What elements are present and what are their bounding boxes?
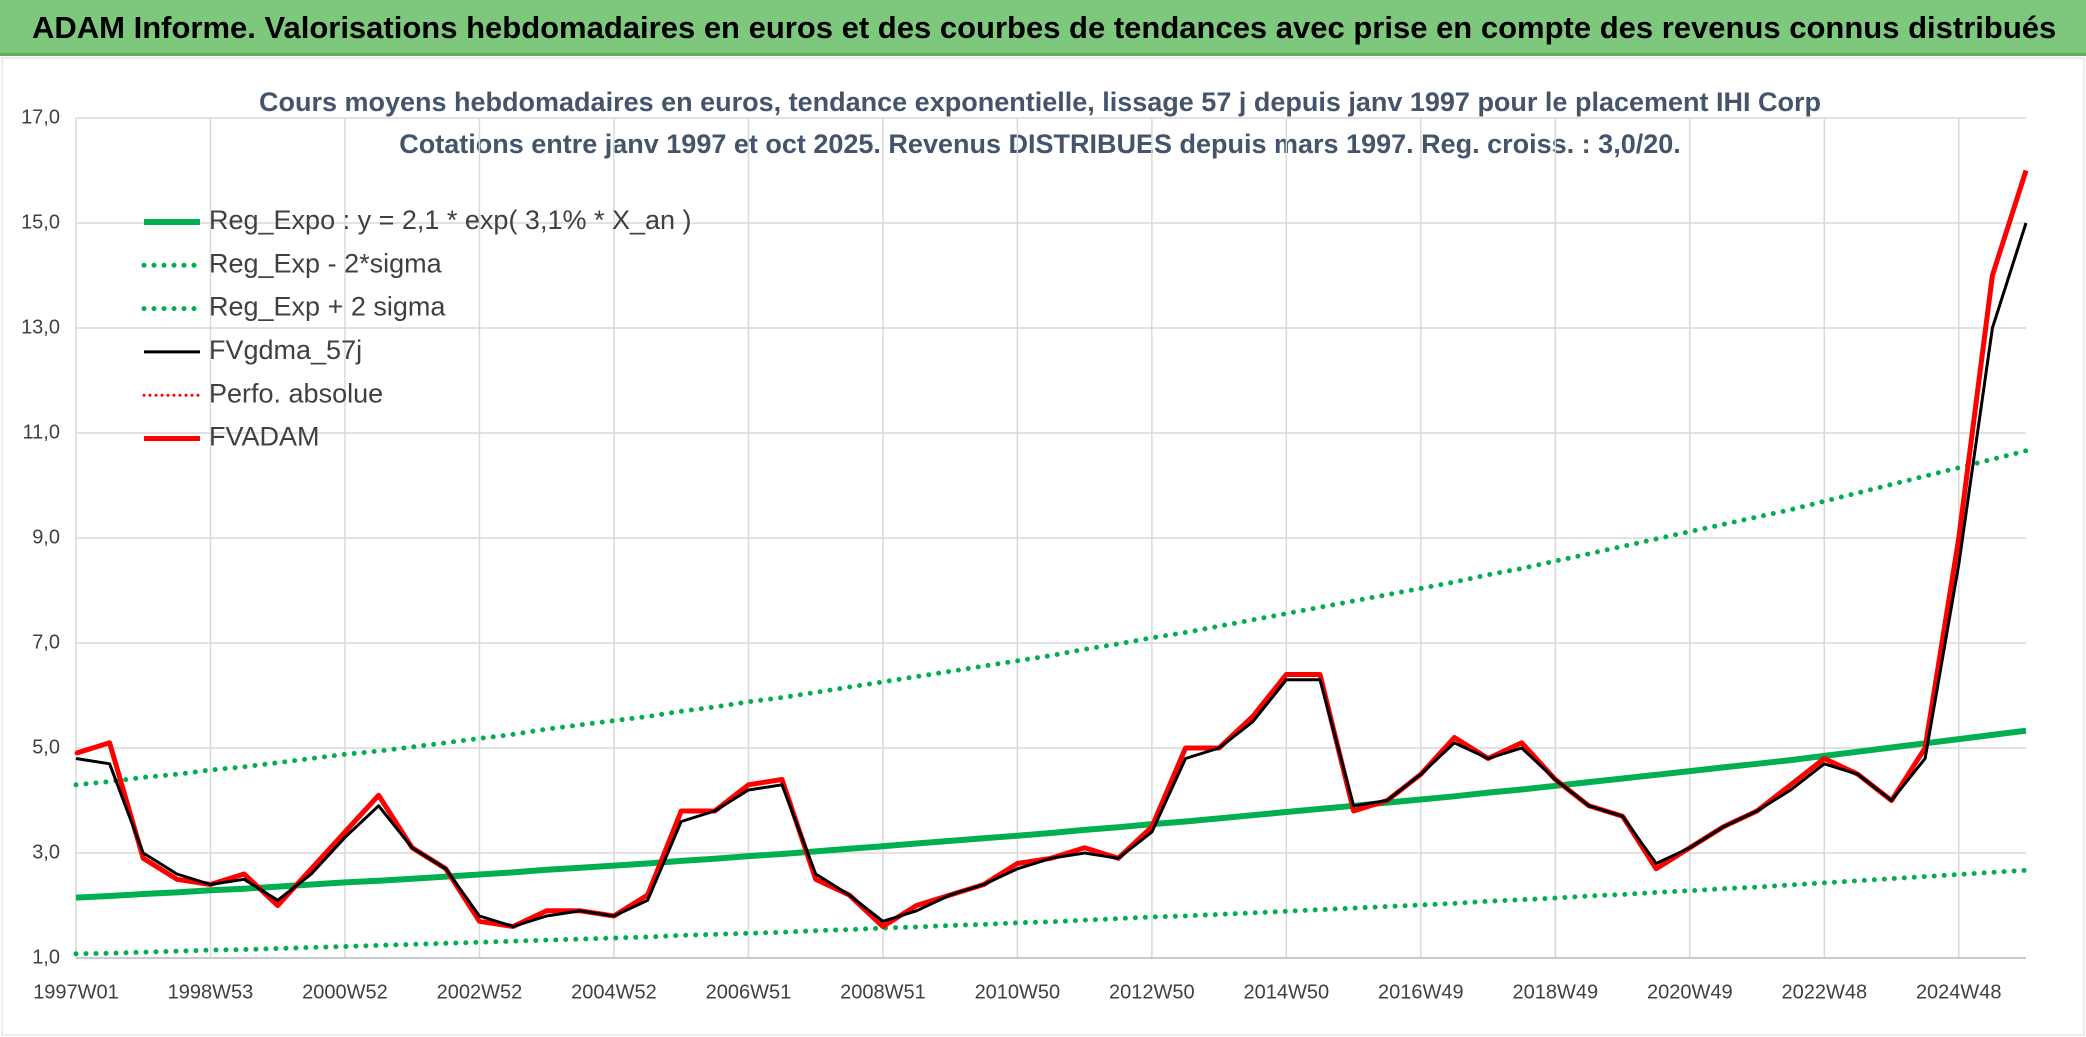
- x-tick-label: 2010W50: [975, 981, 1061, 1003]
- y-tick-label: 13,0: [21, 316, 60, 338]
- x-tick-label: 2008W51: [840, 981, 926, 1003]
- x-tick-label: 2024W48: [1916, 981, 2002, 1003]
- x-tick-label: 2022W48: [1781, 981, 1867, 1003]
- y-tick-label: 7,0: [32, 631, 60, 653]
- series-line: [75, 222, 2028, 928]
- y-tick-label: 15,0: [21, 211, 60, 233]
- chart-title: Cours moyens hebdomadaires en euros, ten…: [259, 87, 1821, 117]
- legend-label: Reg_Exp - 2*sigma: [209, 248, 443, 278]
- legend-label: Reg_Expo : y = 2,1 * exp( 3,1% * X_an ): [209, 205, 692, 235]
- chart: Cours moyens hebdomadaires en euros, ten…: [1, 57, 2085, 1036]
- y-tick-label: 11,0: [23, 421, 60, 443]
- x-tick-label: 2000W52: [302, 981, 388, 1003]
- x-tick-label: 2004W52: [571, 981, 657, 1003]
- x-tick-label: 2016W49: [1378, 981, 1464, 1003]
- x-tick-label: 1998W53: [168, 981, 254, 1003]
- x-tick-label: 1997W01: [33, 981, 119, 1003]
- header-title: ADAM Informe. Valorisations hebdomadaire…: [32, 10, 2057, 45]
- x-tick-label: 2014W50: [1244, 981, 1330, 1003]
- header: ADAM Informe. Valorisations hebdomadaire…: [0, 0, 2086, 56]
- y-tick-label: 5,0: [32, 736, 60, 758]
- x-tick-label: 2020W49: [1647, 981, 1733, 1003]
- y-tick-label: 1,0: [32, 946, 60, 968]
- x-tick-label: 2018W49: [1512, 981, 1598, 1003]
- y-tick-label: 9,0: [32, 526, 60, 548]
- x-tick-label: 2006W51: [706, 981, 792, 1003]
- legend-label: FVgdma_57j: [209, 335, 362, 365]
- x-tick-label: 2012W50: [1109, 981, 1195, 1003]
- chart-subtitle: Cotations entre janv 1997 et oct 2025. R…: [399, 129, 1681, 159]
- legend-label: Perfo. absolue: [209, 378, 383, 408]
- y-tick-label: 17,0: [21, 106, 60, 128]
- y-tick-label: 3,0: [32, 841, 60, 863]
- x-tick-label: 2002W52: [437, 981, 523, 1003]
- legend-label: Reg_Exp + 2 sigma: [209, 292, 446, 322]
- chart-frame: [1, 57, 2085, 1036]
- legend-label: FVADAM: [209, 422, 320, 452]
- series-line: [75, 727, 2027, 901]
